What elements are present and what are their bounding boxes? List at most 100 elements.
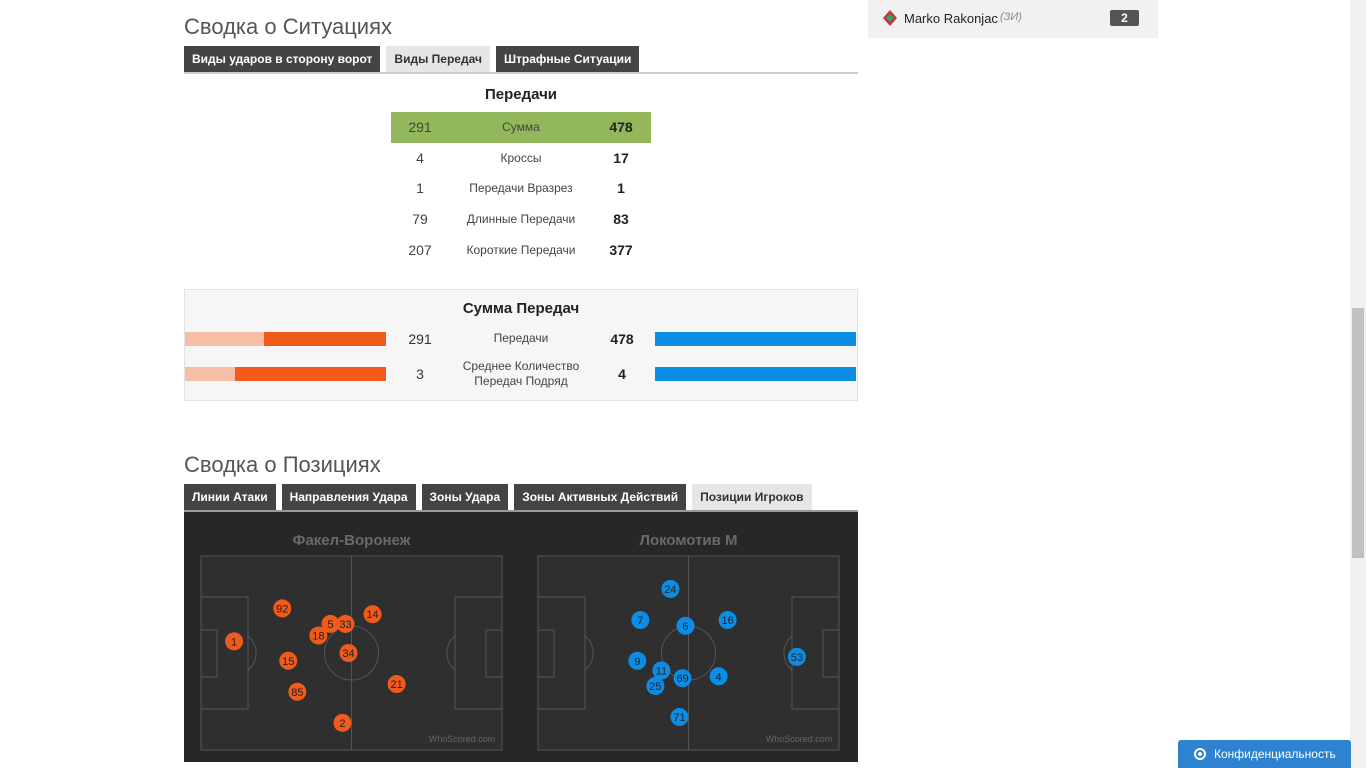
scroll-thumb[interactable] <box>1352 308 1364 558</box>
player-marker <box>787 647 806 666</box>
tab[interactable]: Зоны Активных Действий <box>514 484 687 510</box>
tab[interactable]: Виды Передач <box>386 46 490 72</box>
home-value: 4 <box>416 149 424 166</box>
player-number: 14 <box>366 609 378 621</box>
player-marker <box>661 579 680 598</box>
team-name: Локомотив М <box>639 532 737 549</box>
player-marker <box>670 708 689 727</box>
home-value: 79 <box>412 211 428 228</box>
away-value: 478 <box>610 331 634 347</box>
bar-track <box>185 367 386 381</box>
player-marker <box>273 599 292 618</box>
player-marker <box>333 713 352 732</box>
away-value: 83 <box>613 211 629 228</box>
player-number: 4 <box>716 671 722 683</box>
sidebar: Marko Rakonjac (ЗИ) 2 <box>868 0 1158 38</box>
row-label: Кроссы <box>500 150 542 165</box>
player-number: 33 <box>339 619 351 631</box>
tab-rule <box>184 510 858 512</box>
player-number: 53 <box>791 652 803 664</box>
player-number: 24 <box>664 584 676 596</box>
penalty-arc <box>247 635 257 671</box>
player-number: 6 <box>682 621 688 633</box>
player-number: 5 <box>327 619 333 631</box>
player-marker <box>309 626 328 645</box>
player-marker <box>288 682 307 701</box>
player-number: 2 <box>339 718 345 730</box>
player-marker <box>631 611 650 630</box>
row-label: Передачи Вразрез <box>469 181 573 196</box>
privacy-label: Конфиденциальность <box>1214 747 1336 761</box>
player-marker <box>279 651 298 670</box>
player-number: 9 <box>634 656 640 668</box>
tab[interactable]: Позиции Игроков <box>692 484 812 510</box>
player-number: 7 <box>637 615 643 627</box>
player-marker <box>339 644 358 662</box>
player-marker <box>363 605 382 624</box>
tab-rule <box>184 72 858 74</box>
player-number: 85 <box>291 687 303 699</box>
section-title: Сводка о Позициях <box>184 452 381 477</box>
player-marker <box>652 661 671 680</box>
away-value: 478 <box>609 119 633 135</box>
tabs: Виды ударов в сторону ворот Виды Передач Ш… <box>184 46 640 72</box>
player-number: 15 <box>282 656 294 668</box>
player-marker <box>387 675 406 694</box>
player-number: 1 <box>231 636 237 648</box>
player-marker <box>673 669 692 688</box>
table-row: 4 Кроссы 17 <box>391 143 651 174</box>
home-value: 291 <box>408 119 432 135</box>
bar-track <box>185 332 386 346</box>
tabs: Линии Атаки Направления Удара Зоны Удара Зо… <box>184 484 812 510</box>
table-title: Передачи <box>484 86 558 103</box>
penalty-arc <box>584 635 594 671</box>
row-label: Сумма <box>502 120 540 134</box>
home-bar <box>263 332 386 346</box>
summary-title: Сумма Передач <box>462 300 580 317</box>
player-number: 21 <box>391 679 403 691</box>
table-row: 207 Короткие Передачи 377 <box>391 235 651 266</box>
away-value: 17 <box>613 149 629 166</box>
penalty-arc <box>783 635 793 671</box>
player-marker <box>321 614 340 633</box>
player-number: 69 <box>676 673 688 685</box>
row-label: Среднее Количество Передач Подряд <box>462 359 580 388</box>
summary-box: Сумма Передач 291 Передачи 478 3 Среднее Кол… <box>184 289 858 401</box>
table-row: 79 Длинные Передачи 83 <box>391 204 651 235</box>
home-value: 3 <box>416 366 424 382</box>
away-bar <box>655 332 856 346</box>
table-row: 291 Сумма 478 <box>391 112 651 143</box>
player-number: 92 <box>276 603 288 615</box>
player-number: 25 <box>649 681 661 693</box>
tab[interactable]: Линии Атаки <box>184 484 276 510</box>
watermark: WhoScored.com <box>766 734 833 744</box>
tab[interactable]: Виды ударов в сторону ворот <box>184 46 381 72</box>
section-title: Сводка о Ситуациях <box>184 14 393 39</box>
player-marker <box>709 667 728 686</box>
away-value: 1 <box>617 180 625 197</box>
goal-box <box>537 629 555 678</box>
row-label: Короткие Передачи <box>466 242 576 257</box>
tab[interactable]: Зоны Удара <box>421 484 509 510</box>
player-number: 18 <box>312 631 324 643</box>
goal-box <box>822 629 840 678</box>
player-marker <box>336 614 355 633</box>
player-number: 71 <box>673 712 685 724</box>
away-value: 377 <box>609 241 633 258</box>
home-value: 291 <box>408 331 432 347</box>
goal-box <box>485 629 503 678</box>
bar-track <box>655 332 856 346</box>
tab[interactable]: Штрафные Ситуации <box>495 46 640 72</box>
tab[interactable]: Направления Удара <box>281 484 416 510</box>
home-value: 207 <box>408 241 432 258</box>
player-marker <box>676 616 695 635</box>
player-name[interactable]: Marko Rakonjac <box>904 11 998 26</box>
home-value: 1 <box>416 180 424 197</box>
player-number: 34 <box>342 648 354 660</box>
goal-box <box>200 629 218 678</box>
privacy-button[interactable]: Конфиденциальность <box>1178 740 1351 768</box>
watermark: WhoScored.com <box>429 734 496 744</box>
player-note: (ЗИ) <box>1000 11 1022 23</box>
